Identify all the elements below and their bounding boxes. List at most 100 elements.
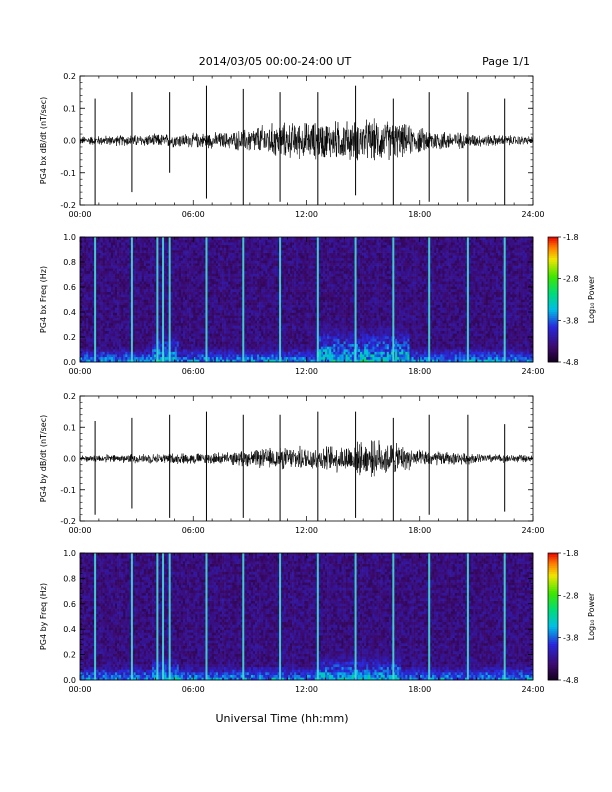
panel-1-cell <box>86 309 89 313</box>
panel-1-cell <box>176 328 180 332</box>
panel-1-cell <box>178 278 182 282</box>
panel-1-cell <box>197 265 200 269</box>
panel-1-cell <box>119 244 122 248</box>
panel-1-cell <box>147 356 151 360</box>
panel-1-cell <box>160 348 163 352</box>
panel-1-cell <box>80 289 83 292</box>
panel-1-cell <box>273 325 276 329</box>
panel-1-cell <box>252 312 256 316</box>
panel-1-cell <box>104 250 108 253</box>
panel-1-cell <box>234 265 237 269</box>
panel-1-cell <box>250 333 254 337</box>
panel-1-cell <box>275 250 278 253</box>
panel-1-cell <box>220 283 223 287</box>
panel-1-cell <box>257 278 260 282</box>
panel-1-cell <box>283 359 287 363</box>
panel-1-cell <box>121 278 124 282</box>
panel-1-cell <box>174 312 178 316</box>
panel-1-cell <box>133 341 136 345</box>
panel-1-cell <box>80 317 83 321</box>
panel-1-cell <box>106 333 110 337</box>
panel-1-cell <box>115 247 118 251</box>
panel-1-cell <box>108 296 112 300</box>
panel-1-cell <box>106 304 110 308</box>
panel-1-cell <box>160 294 163 298</box>
panel-1-cell <box>217 270 221 274</box>
panel-1-cell <box>275 268 278 272</box>
panel-1-cell <box>170 247 173 251</box>
panel-1-cell <box>100 328 103 332</box>
panel-1-cell <box>222 341 225 345</box>
panel-1-cell <box>187 276 190 279</box>
panel-1-cell <box>226 322 229 326</box>
panel-1-cell <box>90 255 93 259</box>
panel-1-cell <box>252 286 256 290</box>
panel-1-cell <box>158 239 161 243</box>
panel-1-cell <box>158 268 161 272</box>
panel-1-cell <box>273 237 276 240</box>
panel-1-cell <box>106 294 110 298</box>
panel-1-cell <box>90 294 93 298</box>
panel-1-cell <box>238 348 241 352</box>
panel-1-cell <box>152 257 155 261</box>
panel-1-cell <box>143 273 147 277</box>
panel-1-cell <box>209 289 213 292</box>
panel-1-cell <box>236 328 239 332</box>
panel-1-cell <box>236 244 239 248</box>
panel-1-cell <box>143 343 147 347</box>
panel-1-cell <box>133 252 136 256</box>
panel-1-cell <box>110 312 114 316</box>
panel-1-cell <box>172 356 176 360</box>
panel-1-cell <box>195 247 198 251</box>
panel-1-cell <box>117 328 120 332</box>
panel-1-cell <box>137 348 141 352</box>
panel-1-cell <box>199 354 202 358</box>
panel-1-cell <box>182 268 186 272</box>
panel-1-cell <box>246 265 250 269</box>
panel-1-cell <box>172 283 176 287</box>
panel-1-cell <box>255 322 258 326</box>
panel-1-cell <box>271 260 274 264</box>
panel-1-cell <box>283 343 287 347</box>
panel-1-cell <box>224 257 227 261</box>
panel-1-cell <box>209 315 213 319</box>
panel-1-cell <box>84 346 87 350</box>
panel-1-cell <box>104 335 108 339</box>
panel-1-cell <box>248 268 252 272</box>
panel-1-cell <box>277 307 281 311</box>
panel-1-cell <box>267 283 270 287</box>
panel-1-cell <box>108 289 112 292</box>
panel-1-cell <box>250 317 254 321</box>
panel-1-cell <box>236 289 239 292</box>
panel-1-cell <box>110 255 114 259</box>
panel-1-cell <box>117 348 120 352</box>
panel-1-cell <box>123 312 126 316</box>
panel-1-cell <box>226 268 229 272</box>
panel-1-cell <box>226 328 229 332</box>
panel-1-cell <box>152 263 155 266</box>
panel-1-cell <box>92 281 95 285</box>
panel-1-cell <box>213 341 217 345</box>
panel-1-cell <box>215 299 219 303</box>
panel-1-cell <box>195 312 198 316</box>
panel-1-cell <box>125 322 128 326</box>
panel-1-cell <box>117 270 120 274</box>
panel-1-cell <box>90 333 93 337</box>
panel-1-cell <box>240 338 243 342</box>
panel-1-cell <box>108 343 112 347</box>
panel-1-cell <box>180 244 184 248</box>
panel-1-cell <box>125 270 128 274</box>
panel-1-cell <box>166 338 169 342</box>
panel-1-cell <box>281 320 285 324</box>
panel-1-cell <box>125 255 128 259</box>
panel-1-cell <box>123 265 126 269</box>
panel-1-cell <box>154 343 157 347</box>
panel-1-cell <box>152 325 155 329</box>
panel-1-cell <box>115 330 118 334</box>
panel-1-cell <box>104 330 108 334</box>
panel-1-cell <box>195 356 198 360</box>
panel-1-cell <box>259 304 262 308</box>
panel-1-cell <box>283 333 287 337</box>
panel-1-cell <box>207 354 211 358</box>
